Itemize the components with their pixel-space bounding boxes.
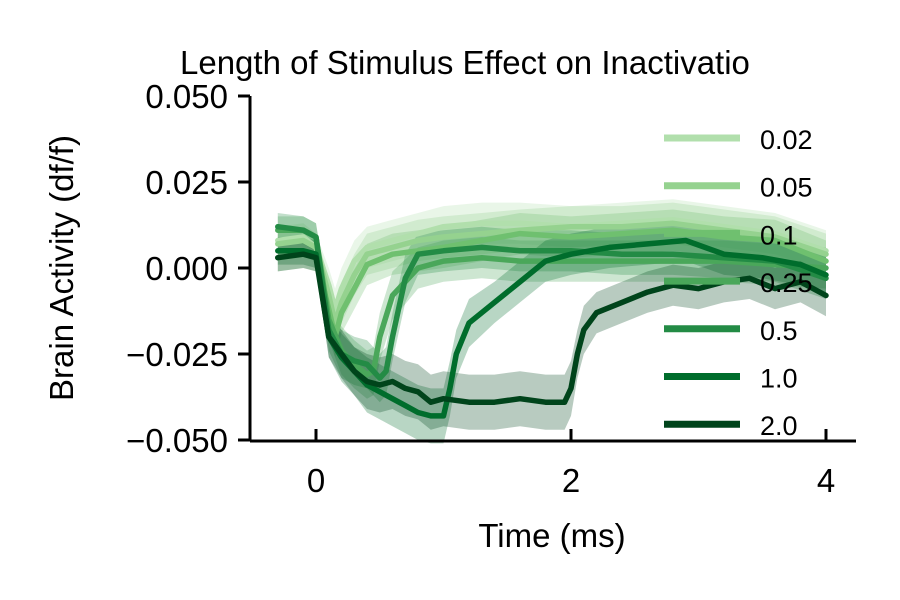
series-line-0.05 (275, 220, 829, 326)
legend-label: 0.02 (760, 125, 813, 155)
legend-entry: 1.0 (664, 364, 798, 394)
legend-label: 0.05 (760, 173, 813, 203)
legend-entry: 0.25 (664, 268, 813, 298)
legend-entry: 0.02 (664, 125, 813, 155)
y-tick-label: 0.025 (145, 164, 228, 201)
x-tick-label: 2 (562, 462, 580, 499)
series-lines (275, 217, 829, 419)
legend-entry: 0.5 (664, 316, 798, 346)
y-tick-label: 0.050 (145, 78, 228, 115)
legend-label: 1.0 (760, 364, 798, 394)
legend-label: 2.0 (760, 411, 798, 441)
y-tick-label: 0.000 (145, 250, 228, 287)
chart-title: Length of Stimulus Effect on Inactivatio (180, 44, 750, 81)
legend-label: 0.1 (760, 220, 798, 250)
y-ticks: −0.050 −0.025 0.000 0.025 0.050 (126, 78, 250, 459)
legend-label: 0.5 (760, 316, 798, 346)
legend-entry: 0.1 (664, 220, 798, 250)
legend-entry: 0.05 (664, 173, 813, 203)
y-axis-label: Brain Activity (df/f) (43, 135, 80, 401)
legend: 0.02 0.05 0.1 0.25 0.5 1.0 2.0 (664, 125, 813, 441)
legend-label: 0.25 (760, 268, 813, 298)
series-line-2.0 (275, 251, 829, 405)
legend-entry: 2.0 (664, 411, 798, 441)
x-tick-label: 4 (817, 462, 835, 499)
error-band-1.0 (277, 219, 826, 444)
x-ticks: 0 2 4 (307, 429, 835, 499)
x-axis-label: Time (ms) (478, 517, 625, 554)
error-band-0.05 (277, 202, 826, 344)
error-band-0.1 (277, 209, 826, 358)
x-tick-label: 0 (307, 462, 325, 499)
y-tick-label: −0.025 (126, 336, 228, 373)
y-tick-label: −0.050 (126, 422, 228, 459)
